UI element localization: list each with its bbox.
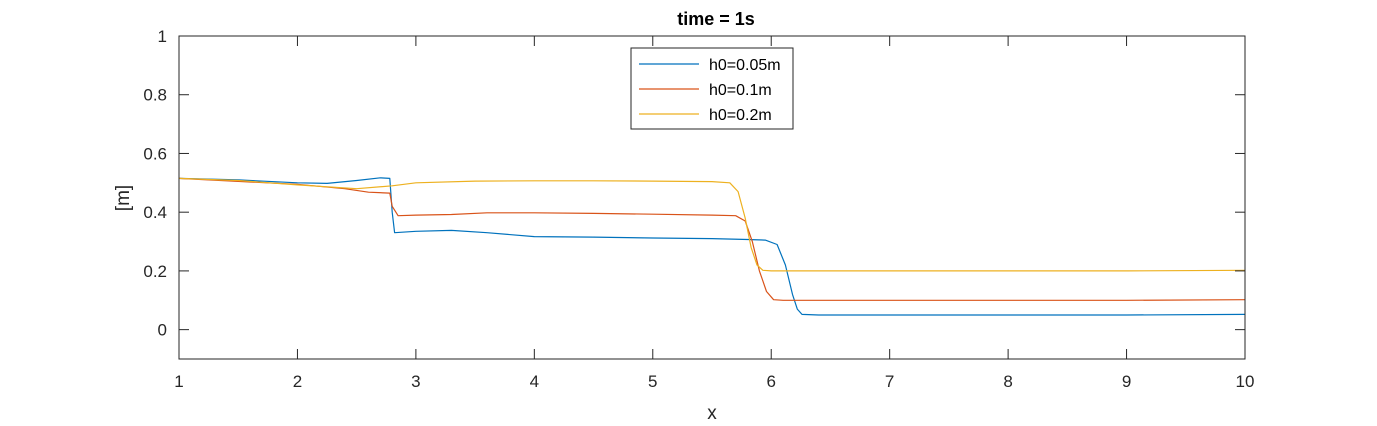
x-tick-label: 9: [1122, 372, 1131, 391]
y-axis-label: [m]: [113, 185, 134, 211]
y-tick-label: 0.6: [143, 144, 167, 163]
y-tick-label: 0.4: [143, 203, 167, 222]
series-layer: [178, 177, 1246, 316]
legend-label-3: h0=0.2m: [709, 107, 772, 124]
x-tick-label: 1: [174, 372, 183, 391]
x-tick-label: 6: [766, 372, 775, 391]
y-tick-label: 1: [158, 27, 167, 46]
x-axis-label: x: [707, 403, 717, 424]
series-line-1: [178, 177, 1246, 316]
y-tick-label: 0: [158, 321, 167, 340]
axes-box: [178, 35, 1246, 360]
y-tick-label: 0.8: [143, 86, 167, 105]
y-tick-label: 0.2: [143, 262, 167, 281]
x-tick-label: 2: [293, 372, 302, 391]
chart-title: time = 1s: [677, 9, 755, 29]
legend: h0=0.05m h0=0.1m h0=0.2m: [630, 47, 794, 130]
x-tick-label: 3: [411, 372, 420, 391]
x-tick-label: 7: [885, 372, 894, 391]
series-line-2: [178, 177, 1246, 301]
legend-label-2: h0=0.1m: [709, 82, 772, 99]
x-tick-label: 10: [1236, 372, 1255, 391]
tick-layer: 1 2 3 4 5 6 7 8 9 10 0 0.2 0.4 0.6 0.8 1: [143, 27, 1254, 391]
x-tick-label: 8: [1003, 372, 1012, 391]
series-line-3: [178, 177, 1246, 272]
x-tick-label: 4: [530, 372, 539, 391]
legend-label-1: h0=0.05m: [709, 57, 781, 74]
x-tick-label: 5: [648, 372, 657, 391]
